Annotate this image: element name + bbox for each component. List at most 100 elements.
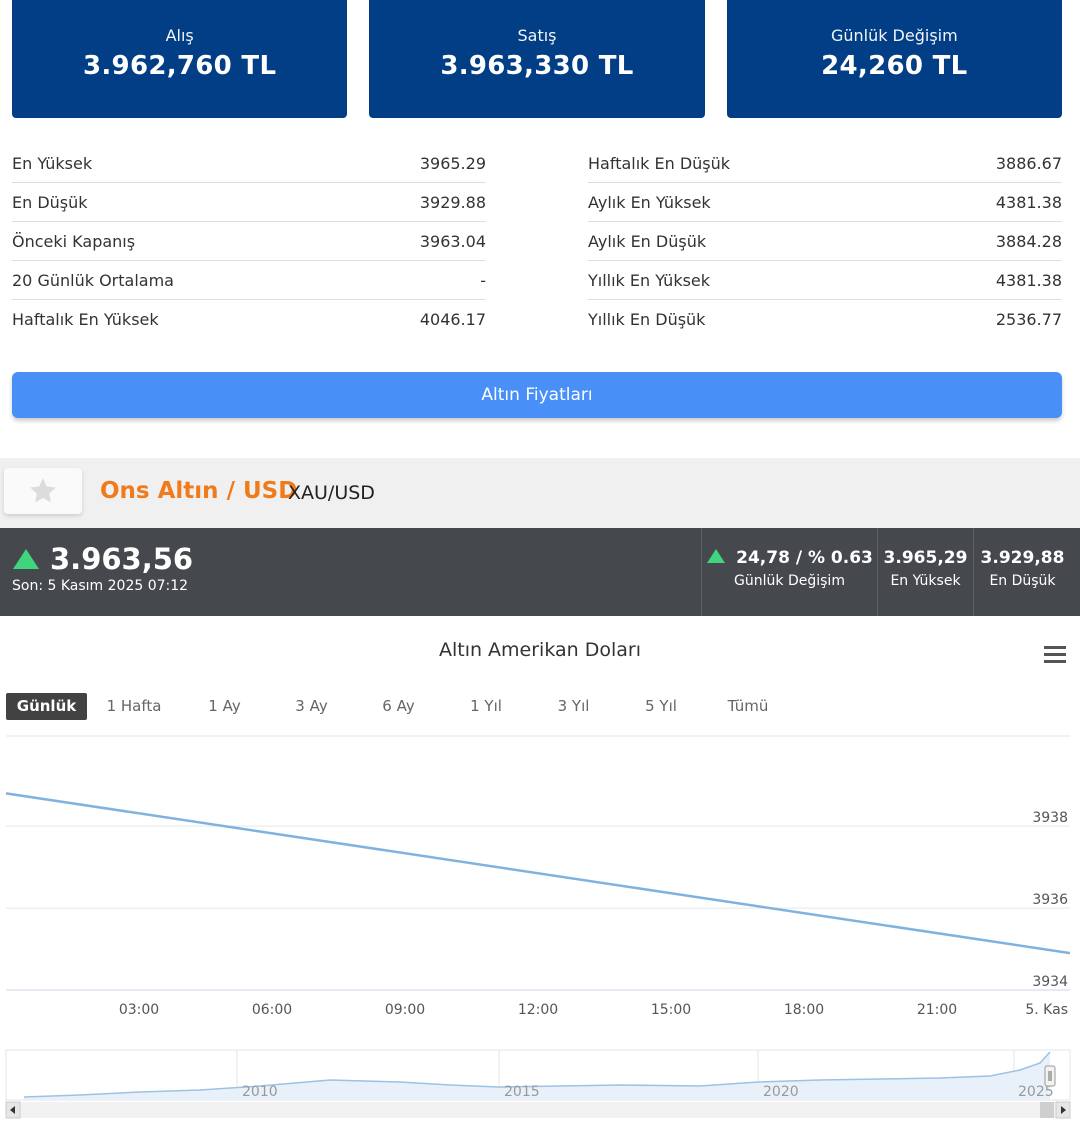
stat-value: 3965.29 bbox=[419, 153, 486, 173]
x-tick-label: 18:00 bbox=[784, 1002, 824, 1018]
stat-label: En Düşük bbox=[12, 192, 88, 212]
stat-label: Haftalık En Düşük bbox=[588, 153, 731, 173]
scroll-left-arrow-icon bbox=[10, 1106, 15, 1114]
buy-label: Alış bbox=[165, 26, 194, 45]
gold-prices-button[interactable]: Altın Fiyatları bbox=[12, 372, 1062, 418]
stat-value: 3886.67 bbox=[995, 153, 1062, 173]
low-metric-label: En Düşük bbox=[989, 573, 1056, 589]
y-tick-label: 3934 bbox=[1032, 974, 1068, 990]
stat-row: Haftalık En Yüksek 4046.17 bbox=[12, 300, 486, 339]
last-update: Son: 5 Kasım 2025 07:12 bbox=[12, 578, 189, 594]
stat-row: 20 Günlük Ortalama - bbox=[12, 261, 486, 300]
low-metric-value: 3.929,88 bbox=[980, 548, 1065, 568]
stat-label: Yıllık En Yüksek bbox=[588, 270, 711, 290]
daily-change-value: 24,260 TL bbox=[821, 51, 968, 81]
price-cards: Alış 3.962,760 TL Satış 3.963,330 TL Gün… bbox=[12, 0, 1062, 120]
navigator-year-label: 2025 bbox=[1018, 1084, 1054, 1100]
daily-change-metric-value: 24,78 / % 0.63 bbox=[736, 548, 873, 568]
stat-value: 4381.38 bbox=[995, 192, 1062, 212]
high-metric-value: 3.965,29 bbox=[883, 548, 968, 568]
chart-menu-icon[interactable] bbox=[1044, 646, 1066, 667]
stat-label: Aylık En Yüksek bbox=[588, 192, 711, 212]
range-button[interactable]: 6 Ay bbox=[382, 697, 415, 715]
price-chart: 3938 3936 3934 03:00 06:00 09:00 12:00 15:00 18:… bbox=[5, 735, 1071, 1119]
series-line bbox=[5, 792, 1071, 955]
chart-title: Altın Amerikan Doları bbox=[438, 639, 642, 661]
x-tick-label: 21:00 bbox=[917, 1002, 957, 1018]
range-selector: Günlük 1 Hafta 1 Ay 3 Ay 6 Ay 1 Yıl 3 Yı… bbox=[6, 693, 791, 720]
stats-table: En Yüksek 3965.29 En Düşük 3929.88 Önceki … bbox=[12, 144, 1062, 339]
stat-row: En Düşük 3929.88 bbox=[12, 183, 486, 222]
x-tick-label: 5. Kas bbox=[1025, 1002, 1068, 1018]
instrument-header: Ons Altın / USD XAU/USD bbox=[0, 458, 1080, 528]
daily-change-label: Günlük Değişim bbox=[830, 26, 958, 45]
daily-change-row: 24,78 / % 0.63 bbox=[702, 548, 877, 568]
stat-row: Aylık En Yüksek 4381.38 bbox=[588, 183, 1062, 222]
navigator-handle bbox=[1044, 1065, 1056, 1087]
price-up-arrow-icon bbox=[13, 549, 39, 569]
stat-row: Yıllık En Yüksek 4381.38 bbox=[588, 261, 1062, 300]
high-metric: 3.965,29 En Yüksek bbox=[877, 528, 973, 616]
daily-change-card: Günlük Değişim 24,260 TL bbox=[726, 0, 1062, 118]
navigator-year-label: 2020 bbox=[763, 1084, 799, 1100]
range-button[interactable]: 1 Ay bbox=[208, 697, 241, 715]
current-price: 3.963,56 bbox=[50, 542, 194, 576]
scrollbar-track bbox=[6, 1102, 1070, 1118]
x-tick-label: 06:00 bbox=[252, 1002, 292, 1018]
star-icon bbox=[30, 478, 56, 503]
x-tick-label: 15:00 bbox=[651, 1002, 691, 1018]
quote-bar: 3.963,56 Son: 5 Kasım 2025 07:12 24,78 /… bbox=[0, 528, 1080, 616]
buy-value: 3.962,760 TL bbox=[82, 51, 277, 81]
stat-label: Önceki Kapanış bbox=[12, 231, 136, 251]
sell-card: Satış 3.963,330 TL bbox=[369, 0, 705, 118]
range-button[interactable]: Günlük bbox=[6, 693, 87, 720]
sell-label: Satış bbox=[517, 26, 557, 45]
range-button[interactable]: 5 Yıl bbox=[645, 697, 677, 715]
change-up-arrow-icon bbox=[707, 549, 726, 563]
navigator-area bbox=[24, 1052, 1050, 1100]
stat-label: Haftalık En Yüksek bbox=[12, 310, 159, 329]
buy-card: Alış 3.962,760 TL bbox=[12, 0, 348, 118]
stat-row: En Yüksek 3965.29 bbox=[12, 144, 486, 183]
x-tick-label: 03:00 bbox=[119, 1002, 159, 1018]
daily-change-metric-label: Günlük Değişim bbox=[734, 573, 845, 589]
stat-row: Önceki Kapanış 3963.04 bbox=[12, 222, 486, 261]
stat-value: 3884.28 bbox=[995, 231, 1062, 251]
sell-value: 3.963,330 TL bbox=[440, 51, 634, 81]
instrument-title: Ons Altın / USD bbox=[100, 478, 298, 504]
daily-change-metric: 24,78 / % 0.63 Günlük Değişim bbox=[701, 528, 877, 616]
navigator-line bbox=[23, 1051, 1051, 1098]
low-metric: 3.929,88 En Düşük bbox=[973, 528, 1071, 616]
favorite-button[interactable] bbox=[4, 468, 82, 514]
navigator-year-label: 2015 bbox=[504, 1084, 540, 1100]
range-button[interactable]: 3 Yıl bbox=[557, 697, 590, 715]
stat-value: - bbox=[480, 270, 486, 290]
scroll-right-arrow-icon bbox=[1061, 1106, 1066, 1114]
range-button[interactable]: 3 Ay bbox=[295, 697, 328, 715]
stat-value: 3963.04 bbox=[419, 231, 486, 251]
stats-left-column: En Yüksek 3965.29 En Düşük 3929.88 Önceki … bbox=[12, 144, 486, 339]
stat-row: Aylık En Düşük 3884.28 bbox=[588, 222, 1062, 261]
stat-label: Aylık En Düşük bbox=[588, 231, 707, 251]
navigator-year-label: 2010 bbox=[242, 1084, 278, 1100]
scrollbar-thumb bbox=[1040, 1102, 1054, 1118]
range-button[interactable]: Tümü bbox=[727, 697, 769, 715]
stat-value: 4381.38 bbox=[995, 270, 1062, 290]
high-metric-label: En Yüksek bbox=[890, 573, 961, 589]
x-tick-label: 12:00 bbox=[518, 1002, 558, 1018]
stat-label: 20 Günlük Ortalama bbox=[12, 270, 174, 290]
stat-value: 4046.17 bbox=[419, 310, 486, 329]
stat-value: 2536.77 bbox=[995, 310, 1062, 329]
range-button[interactable]: 1 Hafta bbox=[106, 697, 162, 715]
x-tick-label: 09:00 bbox=[385, 1002, 425, 1018]
y-tick-label: 3936 bbox=[1032, 892, 1068, 908]
y-tick-label: 3938 bbox=[1032, 810, 1068, 826]
instrument-code: XAU/USD bbox=[288, 482, 375, 504]
range-button[interactable]: 1 Yıl bbox=[470, 697, 502, 715]
stat-row: Yıllık En Düşük 2536.77 bbox=[588, 300, 1062, 339]
stat-label: En Yüksek bbox=[12, 153, 93, 173]
stat-row: Haftalık En Düşük 3886.67 bbox=[588, 144, 1062, 183]
stat-label: Yıllık En Düşük bbox=[588, 310, 706, 329]
stat-value: 3929.88 bbox=[419, 192, 486, 212]
stats-right-column: Haftalık En Düşük 3886.67 Aylık En Yüksek… bbox=[588, 144, 1062, 339]
